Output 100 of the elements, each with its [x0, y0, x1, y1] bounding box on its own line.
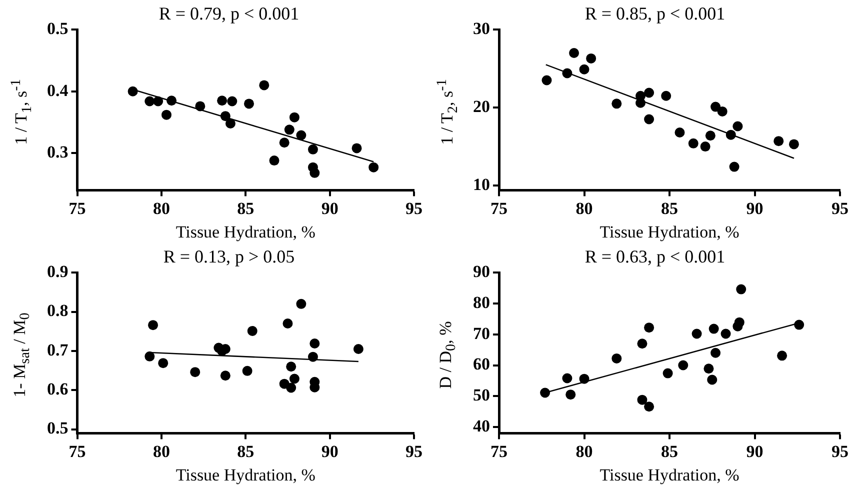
point — [310, 338, 320, 348]
point — [636, 98, 646, 108]
point — [688, 138, 698, 148]
y-tick-label: 90 — [473, 262, 490, 281]
point — [286, 382, 296, 393]
point — [710, 348, 721, 358]
point — [217, 96, 228, 106]
y-tick-label: 0.7 — [47, 340, 69, 360]
point — [708, 324, 719, 334]
x-tick-label: 90 — [746, 442, 764, 461]
point — [732, 121, 743, 132]
point — [644, 322, 654, 333]
point — [144, 351, 155, 362]
point — [353, 344, 364, 354]
point — [569, 48, 580, 58]
point — [612, 353, 622, 364]
point — [144, 96, 155, 106]
point — [661, 90, 672, 101]
x-tick-label: 95 — [406, 198, 422, 218]
point — [579, 374, 590, 384]
point — [777, 350, 788, 361]
point — [644, 88, 654, 98]
point — [562, 68, 572, 78]
y-tick-label: 0.4 — [47, 80, 69, 100]
chart-title: R = 0.13, p > 0.05 — [163, 246, 295, 267]
point — [612, 98, 622, 109]
x-tick-label: 95 — [406, 442, 422, 461]
x-tick-label: 75 — [68, 198, 86, 218]
x-tick-label: 75 — [490, 442, 508, 461]
y-tick-label: 30 — [473, 18, 490, 38]
y-tick-label: 80 — [473, 292, 490, 312]
point — [788, 139, 799, 150]
point — [227, 96, 238, 106]
x-tick-label: 80 — [576, 198, 593, 218]
point — [296, 298, 306, 309]
point — [289, 112, 300, 122]
y-tick-label: 0.3 — [47, 142, 68, 162]
y-tick-label: 0.5 — [47, 418, 68, 438]
x-tick-label: 85 — [661, 442, 678, 461]
point — [794, 320, 804, 330]
x-tick-label: 85 — [237, 442, 254, 461]
point — [579, 64, 590, 74]
y-tick-label: 60 — [473, 354, 490, 374]
point — [308, 144, 318, 154]
point — [662, 368, 673, 378]
point — [284, 124, 294, 135]
point — [279, 138, 290, 148]
point — [674, 128, 685, 138]
point — [705, 130, 716, 141]
point — [736, 284, 746, 294]
point — [148, 320, 158, 330]
y-tick-label: 20 — [473, 96, 490, 116]
x-tick-label: 80 — [152, 198, 170, 218]
point — [289, 374, 300, 384]
x-tick-label: 90 — [746, 198, 764, 218]
y-tick-label: 0.6 — [47, 380, 68, 399]
point — [225, 118, 236, 128]
point — [704, 364, 714, 374]
point — [542, 75, 552, 86]
point — [720, 328, 731, 339]
point — [586, 53, 596, 64]
point — [161, 110, 172, 120]
x-tick-label: 80 — [576, 442, 593, 461]
point — [644, 114, 654, 124]
x-axis-title: Tissue Hydration, % — [176, 465, 316, 484]
x-axis-title: Tissue Hydration, % — [600, 222, 740, 242]
point — [282, 318, 293, 329]
point — [296, 130, 306, 140]
point — [166, 96, 177, 106]
point — [644, 402, 654, 412]
point — [352, 143, 362, 154]
point — [220, 370, 230, 381]
x-tick-label: 85 — [661, 198, 678, 218]
point — [158, 358, 168, 368]
y-tick-label: 70 — [473, 324, 490, 343]
chart-title: R = 0.85, p < 0.001 — [584, 4, 726, 24]
y-tick-label: 50 — [473, 386, 490, 405]
x-tick-label: 75 — [68, 442, 86, 461]
point — [540, 388, 550, 398]
point — [247, 326, 258, 336]
point — [734, 317, 744, 328]
point — [637, 394, 648, 405]
y-tick-label: 0.8 — [47, 301, 68, 320]
point — [220, 111, 230, 122]
point — [259, 80, 270, 90]
point — [566, 390, 576, 400]
point — [195, 101, 206, 112]
x-tick-label: 80 — [152, 442, 170, 461]
x-tick-label: 85 — [237, 198, 254, 218]
point — [368, 162, 379, 172]
x-tick-label: 90 — [321, 198, 338, 218]
x-axis-title: Tissue Hydration, % — [600, 465, 740, 484]
x-tick-label: 75 — [490, 198, 508, 218]
point — [637, 338, 648, 349]
y-tick-label: 0.5 — [47, 18, 68, 38]
point — [242, 366, 252, 376]
chart-title: R = 0.63, p < 0.001 — [584, 246, 726, 267]
point — [729, 162, 740, 172]
y-tick-label: 0.9 — [47, 262, 68, 281]
point — [700, 142, 710, 152]
